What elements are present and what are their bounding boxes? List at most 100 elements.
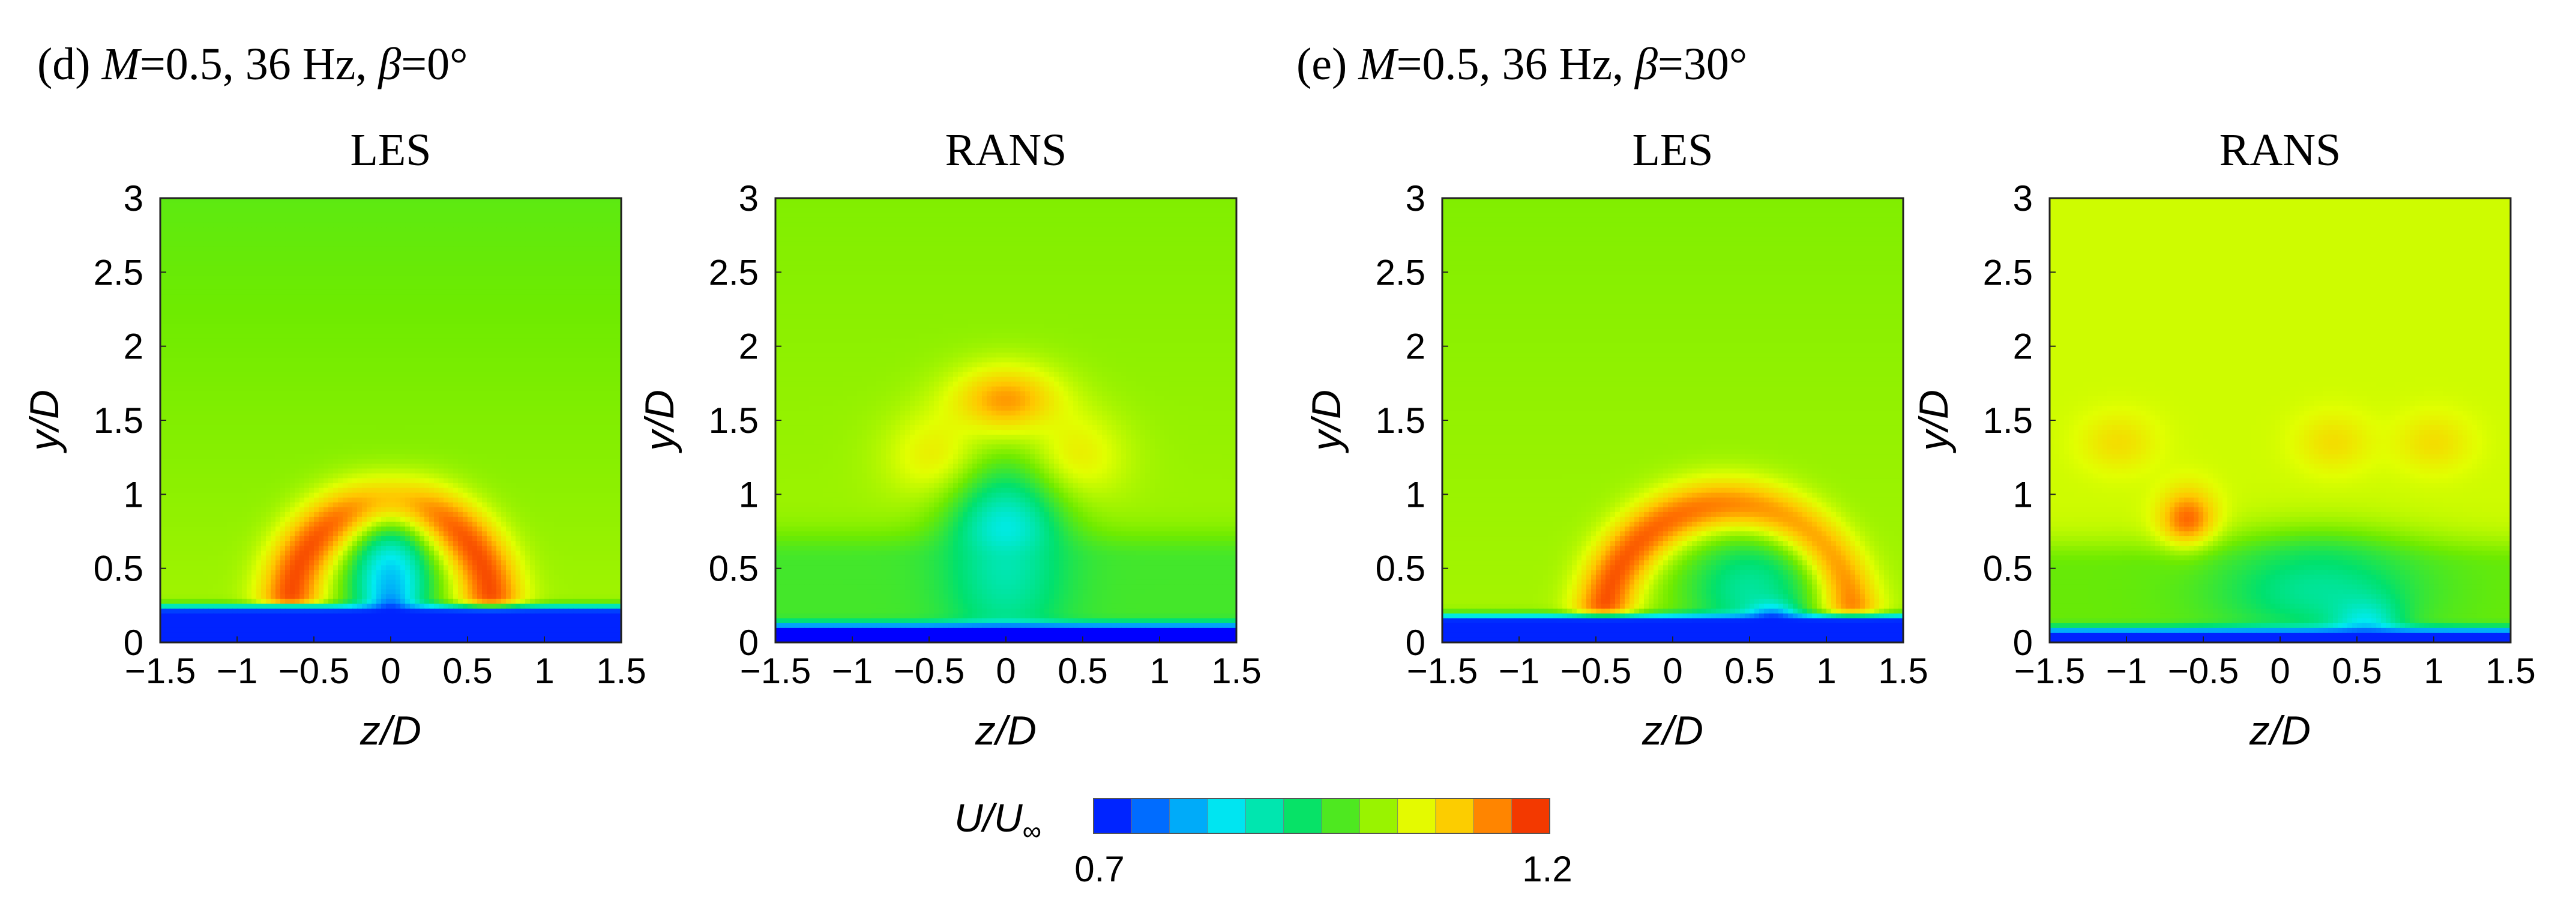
heatmap-cell	[232, 208, 238, 213]
heatmap-cell	[592, 222, 598, 228]
heatmap-cell	[203, 386, 209, 392]
heatmap-cell	[343, 333, 348, 339]
heatmap-cell	[583, 270, 588, 276]
heatmap-cell	[468, 333, 473, 339]
heatmap-cell	[352, 251, 358, 257]
heatmap-cell	[165, 256, 170, 262]
heatmap-cell	[227, 265, 233, 271]
heatmap-cell	[501, 198, 507, 204]
heatmap-cell	[232, 410, 238, 416]
heatmap-cell	[492, 376, 497, 382]
heatmap-cell	[588, 333, 593, 339]
heatmap-cell	[564, 425, 569, 430]
heatmap-cell	[559, 217, 564, 223]
heatmap-cell	[458, 333, 463, 339]
heatmap-cell	[237, 319, 242, 324]
heatmap-cell	[525, 357, 531, 363]
heatmap-cell	[434, 400, 439, 406]
heatmap-cell	[290, 261, 295, 267]
heatmap-cell	[564, 381, 569, 387]
heatmap-cell	[458, 198, 463, 204]
heatmap-cell	[487, 294, 492, 300]
heatmap-cell	[333, 386, 339, 392]
heatmap-cell	[179, 386, 185, 392]
heatmap-cell	[549, 386, 555, 392]
heatmap-cell	[448, 203, 454, 208]
heatmap-cell	[184, 299, 190, 305]
heatmap-cell	[333, 213, 339, 218]
heatmap-cell	[242, 217, 247, 223]
heatmap-cell	[540, 333, 545, 339]
heatmap-cell	[170, 400, 175, 406]
heatmap-cell	[376, 386, 382, 392]
heatmap-cell	[280, 328, 286, 334]
heatmap-cell	[592, 328, 598, 334]
heatmap-cell	[208, 275, 214, 281]
heatmap-cell	[223, 309, 228, 315]
heatmap-cell	[285, 227, 290, 232]
heatmap-cell	[328, 314, 334, 319]
heatmap-cell	[530, 324, 535, 329]
heatmap-cell	[237, 420, 242, 426]
heatmap-cell	[511, 280, 516, 286]
heatmap-cell	[554, 425, 559, 430]
heatmap-cell	[501, 415, 507, 421]
heatmap-cell	[324, 304, 329, 310]
heatmap-cell	[458, 362, 463, 368]
heatmap-cell	[309, 217, 314, 223]
heatmap-cell	[160, 439, 166, 445]
heatmap-cell	[429, 299, 435, 305]
heatmap-cell	[343, 285, 348, 291]
heatmap-cell	[266, 217, 271, 223]
heatmap-cell	[175, 352, 180, 358]
heatmap-cell	[352, 444, 358, 450]
heatmap-cell	[285, 439, 290, 445]
heatmap-cell	[424, 237, 430, 242]
heatmap-cell	[496, 246, 502, 252]
heatmap-cell	[434, 280, 439, 286]
heatmap-cell	[391, 352, 396, 358]
heatmap-cell	[275, 261, 281, 267]
heatmap-cell	[362, 299, 367, 305]
heatmap-cell	[319, 425, 324, 430]
heatmap-cell	[237, 435, 242, 440]
heatmap-cell	[439, 275, 444, 281]
heatmap-cell	[583, 444, 588, 450]
heatmap-cell	[309, 285, 314, 291]
heatmap-cell	[299, 237, 305, 242]
heatmap-cell	[597, 208, 603, 213]
heatmap-cell	[372, 265, 377, 271]
heatmap-cell	[568, 405, 574, 411]
heatmap-cell	[352, 241, 358, 247]
heatmap-cell	[429, 367, 435, 373]
heatmap-cell	[602, 222, 607, 228]
heatmap-cell	[232, 256, 238, 262]
heatmap-cell	[213, 415, 218, 421]
heatmap-cell	[333, 299, 339, 305]
heatmap-cell	[372, 222, 377, 228]
heatmap-cell	[170, 294, 175, 300]
heatmap-cell	[564, 227, 569, 232]
heatmap-cell	[391, 435, 396, 440]
heatmap-cell	[391, 309, 396, 315]
heatmap-cell	[338, 386, 343, 392]
heatmap-cell	[468, 289, 473, 295]
heatmap-cell	[160, 396, 166, 402]
heatmap-cell	[544, 241, 550, 247]
heatmap-cell	[439, 251, 444, 257]
heatmap-cell	[400, 348, 406, 353]
heatmap-cell	[194, 237, 199, 242]
heatmap-cell	[472, 251, 478, 257]
heatmap-cell	[530, 227, 535, 232]
heatmap-cell	[352, 367, 358, 373]
heatmap-cell	[386, 400, 391, 406]
heatmap-cell	[266, 338, 271, 343]
heatmap-cell	[492, 357, 497, 363]
heatmap-cell	[386, 420, 391, 426]
heatmap-cell	[251, 241, 257, 247]
heatmap-cell	[607, 405, 612, 411]
heatmap-cell	[223, 314, 228, 319]
heatmap-cell	[501, 400, 507, 406]
heatmap-cell	[271, 213, 276, 218]
heatmap-cell	[396, 348, 401, 353]
